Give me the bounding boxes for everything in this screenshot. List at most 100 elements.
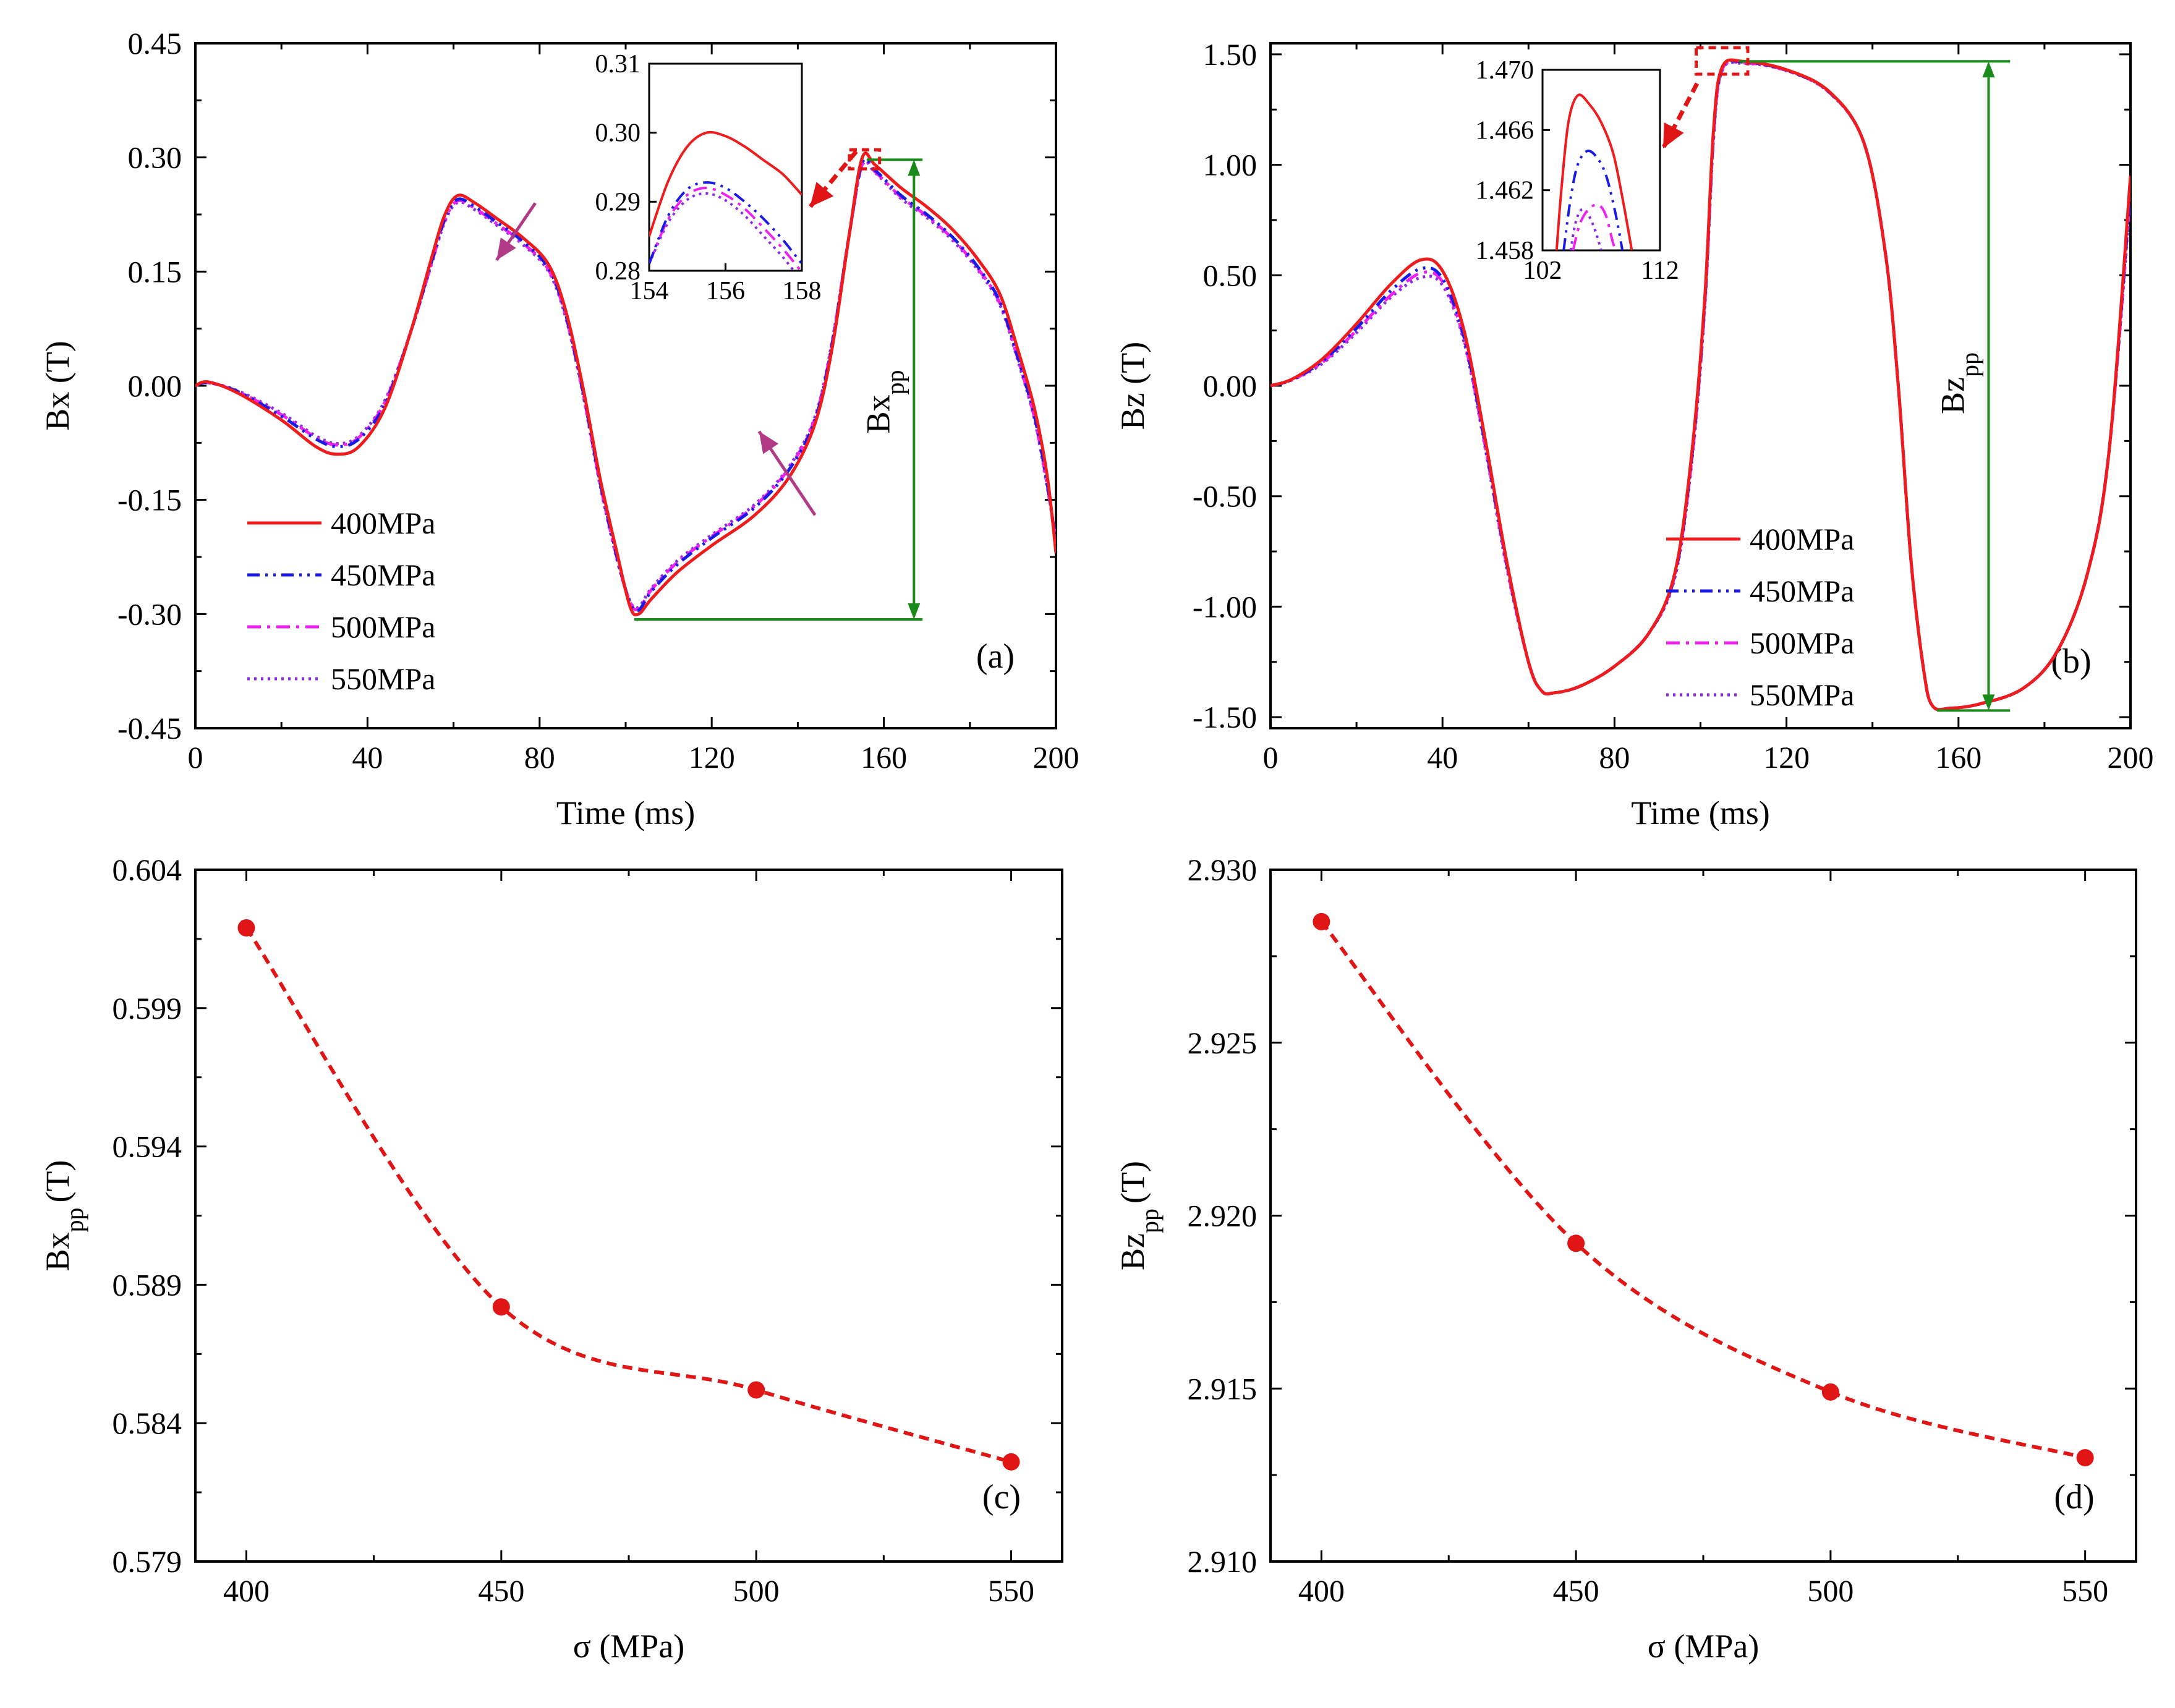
- series-line-550MPa: [1271, 61, 2130, 712]
- inset-y-tick-label: 1.470: [1476, 56, 1534, 85]
- zoom-arrowhead: [1663, 122, 1684, 148]
- y-tick-label: 0.00: [1203, 368, 1258, 403]
- inset-series-group: [1555, 93, 1633, 250]
- data-point-d-450: [1567, 1234, 1585, 1252]
- inset-y-tick-label: 0.28: [595, 257, 641, 286]
- x-tick-label: 550: [2062, 1573, 2108, 1608]
- amp-arrowhead-up: [908, 159, 921, 176]
- y-axis-title: Bz (T): [1114, 342, 1151, 430]
- y-tick-label: -0.15: [117, 483, 182, 517]
- x-axis-title: σ (MPa): [1648, 1628, 1760, 1665]
- zoom-arrow-line: [1661, 82, 1700, 150]
- y-tick-label: 0.00: [128, 368, 182, 403]
- x-tick-label: 400: [223, 1573, 270, 1608]
- inset-series-line-500MPa: [649, 186, 802, 271]
- legend-b: 400MPa 450MPa 500MPa 550MPa: [1666, 522, 1854, 712]
- inset-y-tick-label: 0.30: [595, 119, 641, 148]
- y-tick-label: 0.45: [128, 26, 182, 61]
- legend-a: 400MPa 450MPa 500MPa 550MPa: [247, 506, 435, 696]
- legend-label: 550MPa: [331, 661, 435, 696]
- trend-arrow-up-head: [759, 431, 779, 454]
- x-tick-label: 500: [733, 1573, 780, 1608]
- y-title-main: Bx (T): [39, 341, 76, 430]
- y-tick-label: -1.50: [1193, 700, 1257, 734]
- x-tick-label: 160: [1935, 740, 1981, 775]
- plot-frame-c: [194, 869, 1063, 1563]
- inset-series-line-450MPa: [1562, 149, 1624, 250]
- y-tick-label: -0.30: [117, 597, 182, 631]
- trend-arrow-down-head: [496, 237, 516, 260]
- y-tick-label: 0.50: [1203, 258, 1258, 292]
- x-tick-label: 450: [478, 1573, 524, 1608]
- panel-label-a: (a): [976, 637, 1015, 676]
- x-tick-label: 80: [1599, 740, 1630, 775]
- y-tick-label: 0.594: [113, 1129, 182, 1164]
- data-point-d-500: [1821, 1383, 1839, 1401]
- x-tick-label: 500: [1807, 1573, 1854, 1608]
- inset-y-tick-label: 0.29: [595, 188, 641, 216]
- y-axis-title: Bzpp (T): [1114, 1161, 1164, 1270]
- inset-frame: [648, 62, 803, 272]
- legend-label: 450MPa: [1750, 574, 1854, 608]
- amplitude-annotation-b: Bzpp: [1739, 60, 2011, 712]
- x-axis-title: Time (ms): [1631, 794, 1770, 831]
- panel-label-d: (d): [2054, 1478, 2094, 1516]
- inset-series-line-550MPa: [649, 192, 796, 271]
- y-title-sub: pp: [61, 1207, 88, 1232]
- trend-line-d: [1320, 920, 2086, 1460]
- axes-d: 400 450 500 550 2.910 2.915 2.920 2.925 2.930 σ (…: [1114, 852, 2137, 1665]
- y-title-main: Bz: [1114, 1233, 1151, 1270]
- inset-y-tick-label: 0.31: [595, 50, 641, 79]
- x-tick-label: 0: [1263, 740, 1279, 775]
- y-tick-label: 0.589: [113, 1267, 182, 1302]
- zoom-arrowhead: [810, 182, 834, 207]
- data-point-d-550: [2076, 1449, 2094, 1467]
- inset-frame: [1541, 69, 1661, 252]
- inset-x-tick-label: 158: [783, 277, 822, 305]
- axes-a: 0 40 80 120 160 200 -0.45 -0.30 -0.15 0.00 0.15 0.3…: [39, 26, 1079, 831]
- y-title-unit: (T): [1114, 1161, 1151, 1204]
- x-tick-label: 40: [1427, 740, 1458, 775]
- inset-y-tick-label: 1.458: [1476, 237, 1534, 265]
- y-title-sub: pp: [1136, 1209, 1164, 1233]
- amp-arrowhead-down: [1982, 694, 1995, 711]
- plot-frame-d: [1269, 869, 2137, 1563]
- amp-arrowhead-up: [1982, 61, 1995, 78]
- plot-frame-b: [1269, 42, 2132, 729]
- legend-label: 400MPa: [331, 506, 435, 540]
- data-point-c-550: [1002, 1453, 1020, 1471]
- x-tick-label: 200: [1033, 740, 1079, 775]
- y-tick-label: -1.00: [1193, 589, 1257, 624]
- y-tick-label: 0.15: [128, 254, 182, 289]
- amplitude-annotation-a: Bxpp: [634, 158, 923, 621]
- inset-series-line-550MPa: [1569, 208, 1603, 250]
- y-tick-label: 2.920: [1188, 1199, 1258, 1233]
- series-group-b: [1271, 58, 2130, 712]
- y-tick-label: 2.915: [1188, 1371, 1258, 1406]
- x-tick-label: 120: [1763, 740, 1810, 775]
- x-tick-label: 0: [188, 740, 203, 775]
- y-tick-label: 0.579: [113, 1544, 182, 1579]
- inset-x-tick-label: 112: [1641, 257, 1679, 285]
- zoom-region-box: [1695, 46, 1750, 76]
- data-point-c-400: [237, 919, 255, 937]
- y-tick-label: -0.50: [1193, 479, 1257, 514]
- series-line-450MPa: [195, 157, 1056, 613]
- axes-c: 400 450 500 550 0.579 0.584 0.589 0.594 0.599 0.6…: [39, 852, 1063, 1665]
- inset-y-tick-label: 1.466: [1476, 116, 1534, 145]
- series-line-500MPa: [195, 158, 1056, 611]
- y-axis-title: Bx (T): [39, 341, 76, 430]
- series-group-a: [195, 151, 1056, 617]
- zoom-region-box: [848, 148, 882, 171]
- y-tick-label: 2.910: [1188, 1544, 1258, 1579]
- amp-arrowhead-down: [908, 603, 921, 619]
- y-tick-label: 2.930: [1188, 852, 1258, 887]
- y-tick-label: 1.50: [1203, 37, 1258, 72]
- inset-x-tick-label: 154: [630, 277, 669, 305]
- series-line-400MPa: [195, 151, 1056, 617]
- amp-label-sub: pp: [1956, 352, 1983, 377]
- series-line-500MPa: [1271, 60, 2130, 712]
- series-line-550MPa: [195, 159, 1056, 610]
- x-tick-label: 120: [689, 740, 735, 775]
- inset-series-line-400MPa: [1555, 93, 1633, 250]
